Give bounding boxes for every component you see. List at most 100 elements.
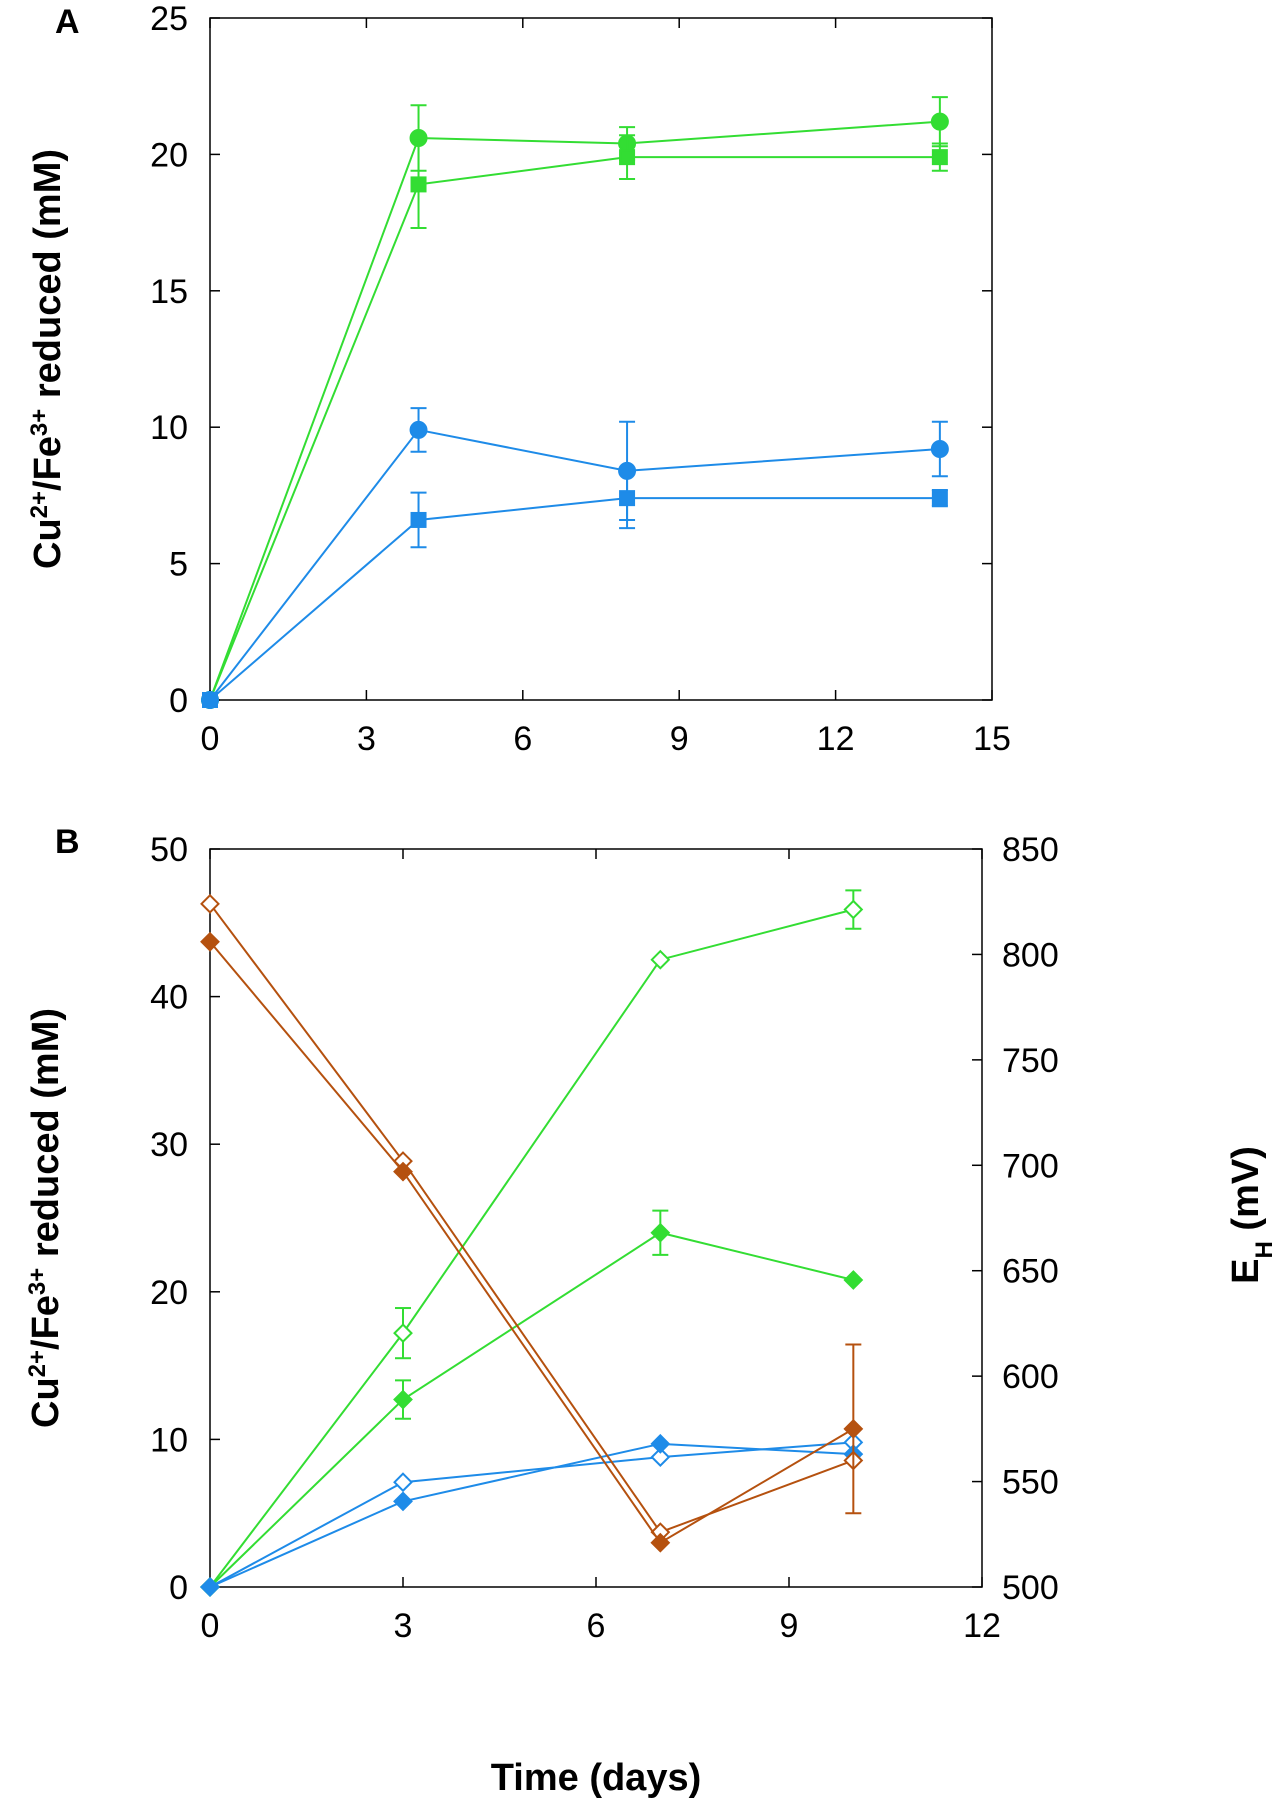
panel-a-x-tick-label: 0: [201, 720, 220, 758]
panel-b-data-point: [650, 1433, 671, 1454]
panel-b-y2-axis-title: EH (mV): [1225, 1146, 1278, 1284]
ylabel-part-c: reduced (mM): [27, 149, 69, 409]
panel-b-y-axis-title: Cu2+/Fe3+ reduced (mM): [24, 1008, 68, 1428]
panel-b-data-point: [200, 893, 220, 914]
panel-a-y-tick-label: 25: [150, 0, 188, 38]
panel-b-series-line: [209, 1441, 854, 1588]
panel-a-data-point: [930, 112, 949, 131]
panel-a-series-2: [201, 407, 949, 709]
ylabel-sup-a: 2+: [24, 1350, 51, 1377]
panel-b-series-line: [209, 1442, 854, 1588]
panel-a-y-axis-title: Cu2+/Fe3+ reduced (mM): [26, 149, 70, 569]
panel-b-series-line: [209, 903, 854, 1534]
panel-b-data-point: [393, 1389, 413, 1410]
panel-b-series-line: [209, 908, 854, 1588]
panel-a-x-tick-label: 9: [670, 720, 689, 758]
panel-b-series-line: [209, 941, 854, 1545]
panel-b-y2-tick-label: 600: [1002, 1358, 1059, 1396]
panel-b-y2-tick-label: 650: [1002, 1253, 1059, 1291]
panel-b-data-point: [200, 931, 220, 952]
panel-b-series-4: [200, 893, 864, 1543]
panel-a-series-line: [209, 156, 940, 701]
panel-b-data-point: [843, 899, 864, 920]
panel-a: A 0 3 6 9 12 15 0 5 10 15 20 25 Cu2+/Fe3+ reduced (…: [26, 0, 1011, 758]
panel-b-ticks: 0 3 6 9 12 0 10 20 30 40 50 500 550 600 650 700 750 800 85…: [150, 831, 1059, 1645]
panel-b-y2-tick-label: 850: [1002, 831, 1059, 869]
panel-b-x-tick-label: 9: [780, 1607, 799, 1645]
panel-a-data-point: [931, 490, 948, 507]
ylabel-sup-b: 3+: [24, 1268, 51, 1295]
panel-b-data-point: [650, 1447, 671, 1468]
panel-a-series-line: [209, 497, 940, 701]
panel-b-data-point: [650, 949, 671, 970]
panel-a-x-tick-label: 15: [973, 720, 1011, 758]
panel-b-x-tick-label: 12: [963, 1607, 1001, 1645]
panel-a-series-0: [201, 96, 949, 709]
panel-a-data-point: [619, 490, 636, 507]
panel-a-data-point: [202, 692, 218, 708]
panel-a-y-tick-label: 0: [169, 682, 188, 720]
y2label-part-a: E: [1225, 1258, 1267, 1283]
ylabel-part-a: Cu: [27, 518, 69, 569]
panel-a-x-tick-label: 6: [513, 720, 532, 758]
panel-a-data-point: [410, 176, 427, 193]
ylabel-part-c: reduced (mM): [25, 1008, 67, 1268]
panel-a-y-tick-label: 5: [169, 546, 188, 584]
panel-a-data-point: [930, 440, 949, 459]
panel-b-x-tick-label: 0: [201, 1607, 220, 1645]
panel-b-data-point: [393, 1323, 413, 1344]
panel-b-data-point: [393, 1161, 413, 1182]
panel-b-y-tick-label: 20: [150, 1274, 188, 1312]
panel-a-data-point: [619, 149, 636, 166]
y2label-part-b: (mV): [1225, 1146, 1267, 1241]
panel-a-data-point: [410, 511, 427, 528]
panel-a-y-tick-label: 20: [150, 136, 188, 174]
panel-b-x-tick-label: 6: [587, 1607, 606, 1645]
ylabel-part-a: Cu: [25, 1377, 67, 1428]
panel-b-y2-tick-label: 750: [1002, 1042, 1059, 1080]
panel-a-x-tick-label: 12: [817, 720, 855, 758]
panel-b-y-tick-label: 0: [169, 1569, 188, 1607]
ylabel-sup-b: 3+: [26, 409, 53, 436]
panel-b-data-point: [393, 1491, 413, 1512]
panel-b-series-0: [200, 889, 864, 1597]
panel-b-series: [200, 889, 864, 1597]
panel-b-series-2: [200, 1432, 864, 1597]
panel-b-y2-tick-label: 700: [1002, 1147, 1059, 1185]
y2label-sub-a: H: [1251, 1241, 1278, 1258]
panel-a-x-tick-label: 3: [357, 720, 376, 758]
panel-b-data-point: [650, 1222, 671, 1243]
panel-b-data-point: [843, 1270, 864, 1290]
panel-b-y-tick-label: 10: [150, 1421, 188, 1459]
panel-a-series: [201, 96, 949, 709]
panel-b-y-tick-label: 30: [150, 1126, 188, 1164]
panel-a-series-line: [209, 428, 940, 701]
panel-b-data-point: [200, 1577, 220, 1597]
panel-b-y-tick-label: 40: [150, 979, 188, 1017]
panel-b-series-1: [200, 1209, 864, 1597]
panel-b-y2-tick-label: 550: [1002, 1464, 1059, 1502]
panel-b-y-tick-label: 50: [150, 831, 188, 869]
panel-b: B 0 3 6 9 12 0 10 20 30 40 50 500 550 600 650 700 750 800…: [24, 823, 1278, 1799]
ylabel-part-b: /Fe: [25, 1295, 67, 1350]
panel-b-series-3: [200, 1433, 864, 1597]
panel-a-ticks: 0 3 6 9 12 15 0 5 10 15 20 25: [150, 0, 1011, 758]
panel-a-data-point: [409, 420, 428, 439]
panel-b-series-line: [209, 1231, 854, 1588]
panel-a-y-tick-label: 15: [150, 273, 188, 311]
panel-b-data-point: [650, 1532, 671, 1553]
panel-a-y-tick-label: 10: [150, 409, 188, 447]
panel-a-series-1: [202, 134, 948, 708]
panel-b-y2-tick-label: 500: [1002, 1569, 1059, 1607]
ylabel-part-b: /Fe: [27, 436, 69, 491]
panel-b-label: B: [55, 823, 80, 861]
panel-b-frame: [209, 848, 983, 1588]
panel-a-data-point: [931, 149, 948, 166]
panel-a-frame: [209, 17, 993, 701]
panel-a-series-3: [202, 467, 948, 708]
panel-b-y2-tick-label: 800: [1002, 936, 1059, 974]
panel-b-data-point: [393, 1472, 413, 1493]
panel-b-data-point: [843, 1418, 864, 1439]
panel-a-label: A: [55, 3, 80, 41]
